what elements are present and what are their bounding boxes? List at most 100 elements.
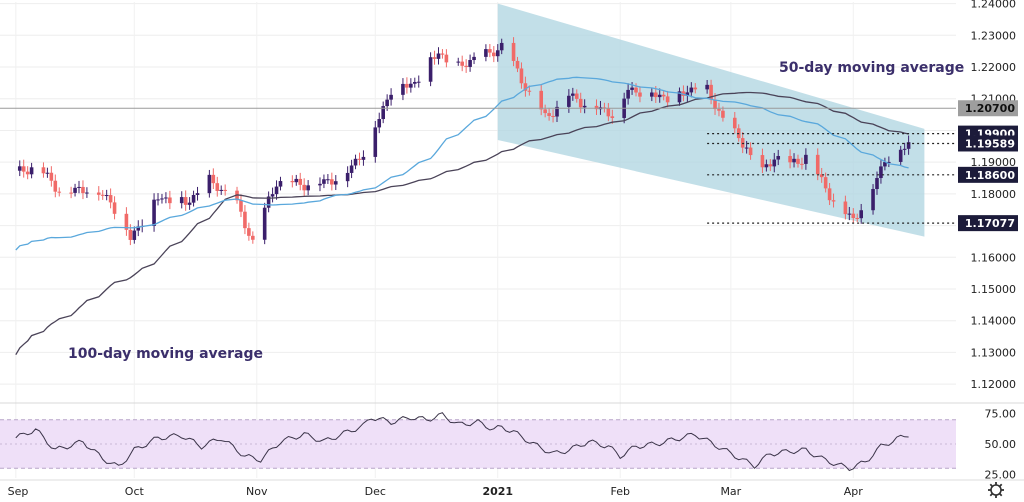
candle-up [650, 92, 654, 97]
candle-down [665, 96, 670, 103]
candle-down [693, 87, 698, 90]
rsi-band [0, 419, 956, 469]
candle-down [578, 98, 583, 108]
candle-down [247, 228, 251, 236]
descending-channel [497, 3, 925, 237]
candle-up [495, 50, 500, 57]
candle-down [69, 192, 73, 194]
candle-up [677, 91, 682, 103]
candle-down [100, 194, 105, 196]
candle-up [898, 149, 903, 162]
candle-up [191, 194, 196, 203]
candle-up [744, 147, 749, 149]
candle-up [262, 207, 267, 240]
candle-down [57, 191, 62, 193]
candle-down [112, 202, 117, 214]
candle-down [492, 52, 496, 57]
candle-up [17, 166, 22, 171]
level-tag-label: 1.18600 [965, 169, 1015, 182]
candle-up [428, 57, 433, 82]
price-tick-label: 1.19000 [971, 156, 1017, 169]
candle-up [906, 142, 911, 149]
candle-up [847, 213, 852, 215]
candle-down [25, 171, 30, 175]
candle-down [511, 42, 516, 61]
rsi-tick-label: 50.00 [985, 438, 1017, 451]
time-tick-label: Feb [610, 485, 629, 498]
candle-down [527, 90, 532, 92]
candle-down [539, 90, 544, 110]
candle-up [377, 119, 382, 128]
price-tick-label: 1.22000 [971, 61, 1017, 74]
level-tag [958, 215, 1018, 232]
candle-down [223, 189, 227, 191]
candle-down [488, 49, 492, 53]
candle-up [626, 89, 630, 99]
candle-down [239, 200, 243, 212]
candle-down [440, 53, 445, 55]
candle-down [543, 109, 547, 114]
candle-down [515, 60, 520, 69]
level-tag [958, 135, 1018, 152]
time-axis[interactable]: Sep Oct Nov Dec 2021 Feb Mar Apr [0, 479, 1024, 498]
price-tick-label: 1.23000 [971, 29, 1017, 42]
candle-up [385, 99, 389, 107]
price-levels [0, 107, 956, 224]
candle-up [859, 210, 863, 219]
candle-up [219, 189, 224, 191]
candle-up [472, 56, 476, 61]
candle-up [879, 166, 883, 179]
candle-up [555, 106, 559, 117]
candle-down [717, 109, 721, 111]
candle-down [819, 174, 824, 178]
time-tick-label: 2021 [482, 485, 513, 498]
candle-down [551, 115, 555, 117]
candle-down [851, 213, 856, 218]
candle-up [266, 196, 271, 208]
candle-down [183, 197, 188, 205]
price-tick-label: 1.24000 [971, 0, 1017, 11]
candle-down [709, 84, 713, 100]
price-grid [0, 2, 1024, 478]
candle-up [179, 197, 184, 204]
candle-down [713, 99, 717, 110]
candle-down [768, 164, 773, 167]
candle-up [160, 198, 164, 200]
candle-up [571, 93, 575, 96]
candle-down [732, 117, 737, 129]
rsi-tick-label: 75.00 [985, 408, 1017, 421]
candle-down [800, 163, 804, 165]
candle-down [594, 105, 599, 110]
candle-down [168, 197, 172, 204]
candle-up [389, 94, 393, 100]
candle-up [484, 49, 488, 57]
candle-up [104, 195, 109, 197]
candle-up [349, 165, 354, 173]
candle-up [187, 202, 192, 205]
price-axis[interactable]: 1.12000 1.13000 1.14000 1.15000 1.16000 1.170… [958, 0, 1018, 391]
candle-down [523, 83, 528, 91]
candle-up [353, 158, 358, 166]
candle-down [823, 177, 828, 189]
candle-up [804, 154, 808, 164]
candle-down [251, 235, 255, 240]
candle-down [634, 87, 638, 93]
settings-gear-icon[interactable] [988, 482, 1004, 498]
candle-up [326, 179, 330, 181]
candle-down [547, 113, 551, 116]
candle-up [45, 172, 50, 174]
candle-down [460, 61, 464, 66]
candle-up [381, 106, 385, 120]
candle-down [760, 155, 765, 168]
candle-down [330, 179, 334, 185]
candle-up [776, 156, 781, 160]
ma50-label: 50-day moving average [779, 60, 964, 76]
candle-down [405, 83, 409, 88]
candle-up [689, 87, 694, 93]
candle-up [73, 187, 77, 193]
candle-down [302, 184, 306, 191]
price-tick-label: 1.14000 [971, 315, 1017, 328]
candle-down [53, 180, 58, 192]
candle-down [444, 54, 449, 63]
candle-up [164, 197, 168, 199]
